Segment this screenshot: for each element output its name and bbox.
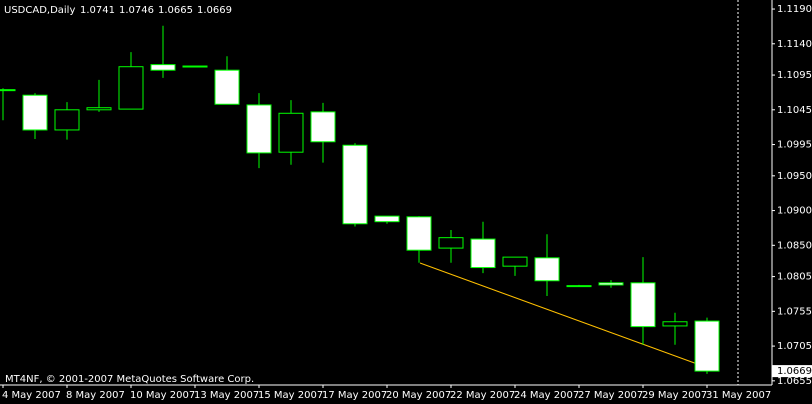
- candle-body: [214, 69, 240, 105]
- candle-body: [278, 112, 304, 153]
- x-tick-label: 17 May 2007: [322, 390, 387, 401]
- candle-body: [406, 216, 432, 251]
- copyright: MT4NF, © 2001-2007 MetaQuotes Software C…: [5, 374, 254, 385]
- chart-title: USDCAD,Daily: [4, 5, 75, 16]
- candle-body: [502, 256, 528, 267]
- candle-body: [694, 320, 720, 372]
- candle-body: [374, 215, 400, 223]
- header-ohlc: 1.0669: [197, 5, 232, 16]
- candle-body: [246, 104, 272, 154]
- trend-line: [419, 262, 701, 366]
- header-ohlc: 1.0665: [158, 5, 193, 16]
- x-tick-label: 22 May 2007: [450, 390, 515, 401]
- candle-body: [438, 237, 464, 249]
- candle-body: [54, 109, 80, 131]
- candle-body: [598, 282, 624, 286]
- candle-body: [470, 238, 496, 269]
- candle-body: [86, 107, 112, 111]
- y-tick-label: 1.0900: [777, 206, 812, 217]
- price-tag-label: 1.0669: [777, 366, 812, 377]
- x-tick-label: 4 May 2007: [2, 390, 61, 401]
- x-tick-label: 10 May 2007: [130, 390, 195, 401]
- y-tick-label: 1.1140: [777, 39, 812, 50]
- x-tick-label: 8 May 2007: [66, 390, 125, 401]
- y-tick-label: 1.0950: [777, 171, 812, 182]
- candle-body: [310, 111, 336, 143]
- price-tag: [772, 365, 812, 378]
- x-tick-label: 27 May 2007: [578, 390, 643, 401]
- y-tick-label: 1.0850: [777, 240, 812, 251]
- y-tick-label: 1.0755: [777, 306, 812, 317]
- candle-body: [22, 94, 48, 131]
- x-tick-label: 29 May 2007: [642, 390, 707, 401]
- y-tick-label: 1.1045: [777, 105, 812, 116]
- candle-body: [118, 66, 144, 110]
- candle-body: [342, 144, 368, 225]
- y-tick-label: 1.0655: [777, 376, 812, 387]
- candle-body: [662, 321, 688, 327]
- y-tick-label: 1.0995: [777, 140, 812, 151]
- x-tick-label: 31 May 2007: [706, 390, 771, 401]
- candle-body: [630, 282, 656, 328]
- candle-body: [566, 285, 592, 288]
- y-tick-label: 1.0705: [777, 341, 812, 352]
- x-tick-label: 13 May 2007: [194, 390, 259, 401]
- x-tick-label: 15 May 2007: [258, 390, 323, 401]
- header-ohlc: 1.0746: [119, 5, 154, 16]
- candle-body: [182, 65, 208, 68]
- candle-body: [534, 257, 560, 282]
- candle-body: [150, 64, 176, 71]
- header-ohlc: 1.0741: [80, 5, 115, 16]
- y-tick-label: 1.1095: [777, 70, 812, 81]
- y-tick-label: 1.1190: [777, 4, 812, 15]
- x-tick-label: 24 May 2007: [514, 390, 579, 401]
- candle-body: [0, 89, 16, 92]
- y-tick-label: 1.0805: [777, 272, 812, 283]
- x-tick-label: 20 May 2007: [386, 390, 451, 401]
